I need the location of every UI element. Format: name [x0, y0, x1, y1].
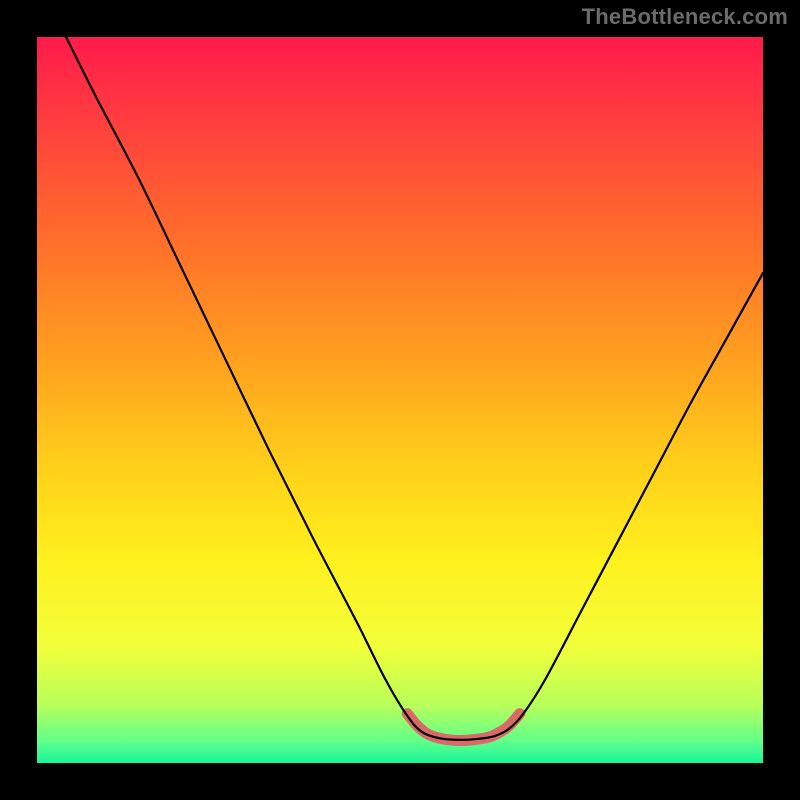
chart-frame: TheBottleneck.com: [0, 0, 800, 800]
gradient-background: [37, 37, 763, 763]
attribution-label: TheBottleneck.com: [582, 4, 788, 30]
plot-area: [37, 37, 763, 763]
chart-svg: [37, 37, 763, 763]
